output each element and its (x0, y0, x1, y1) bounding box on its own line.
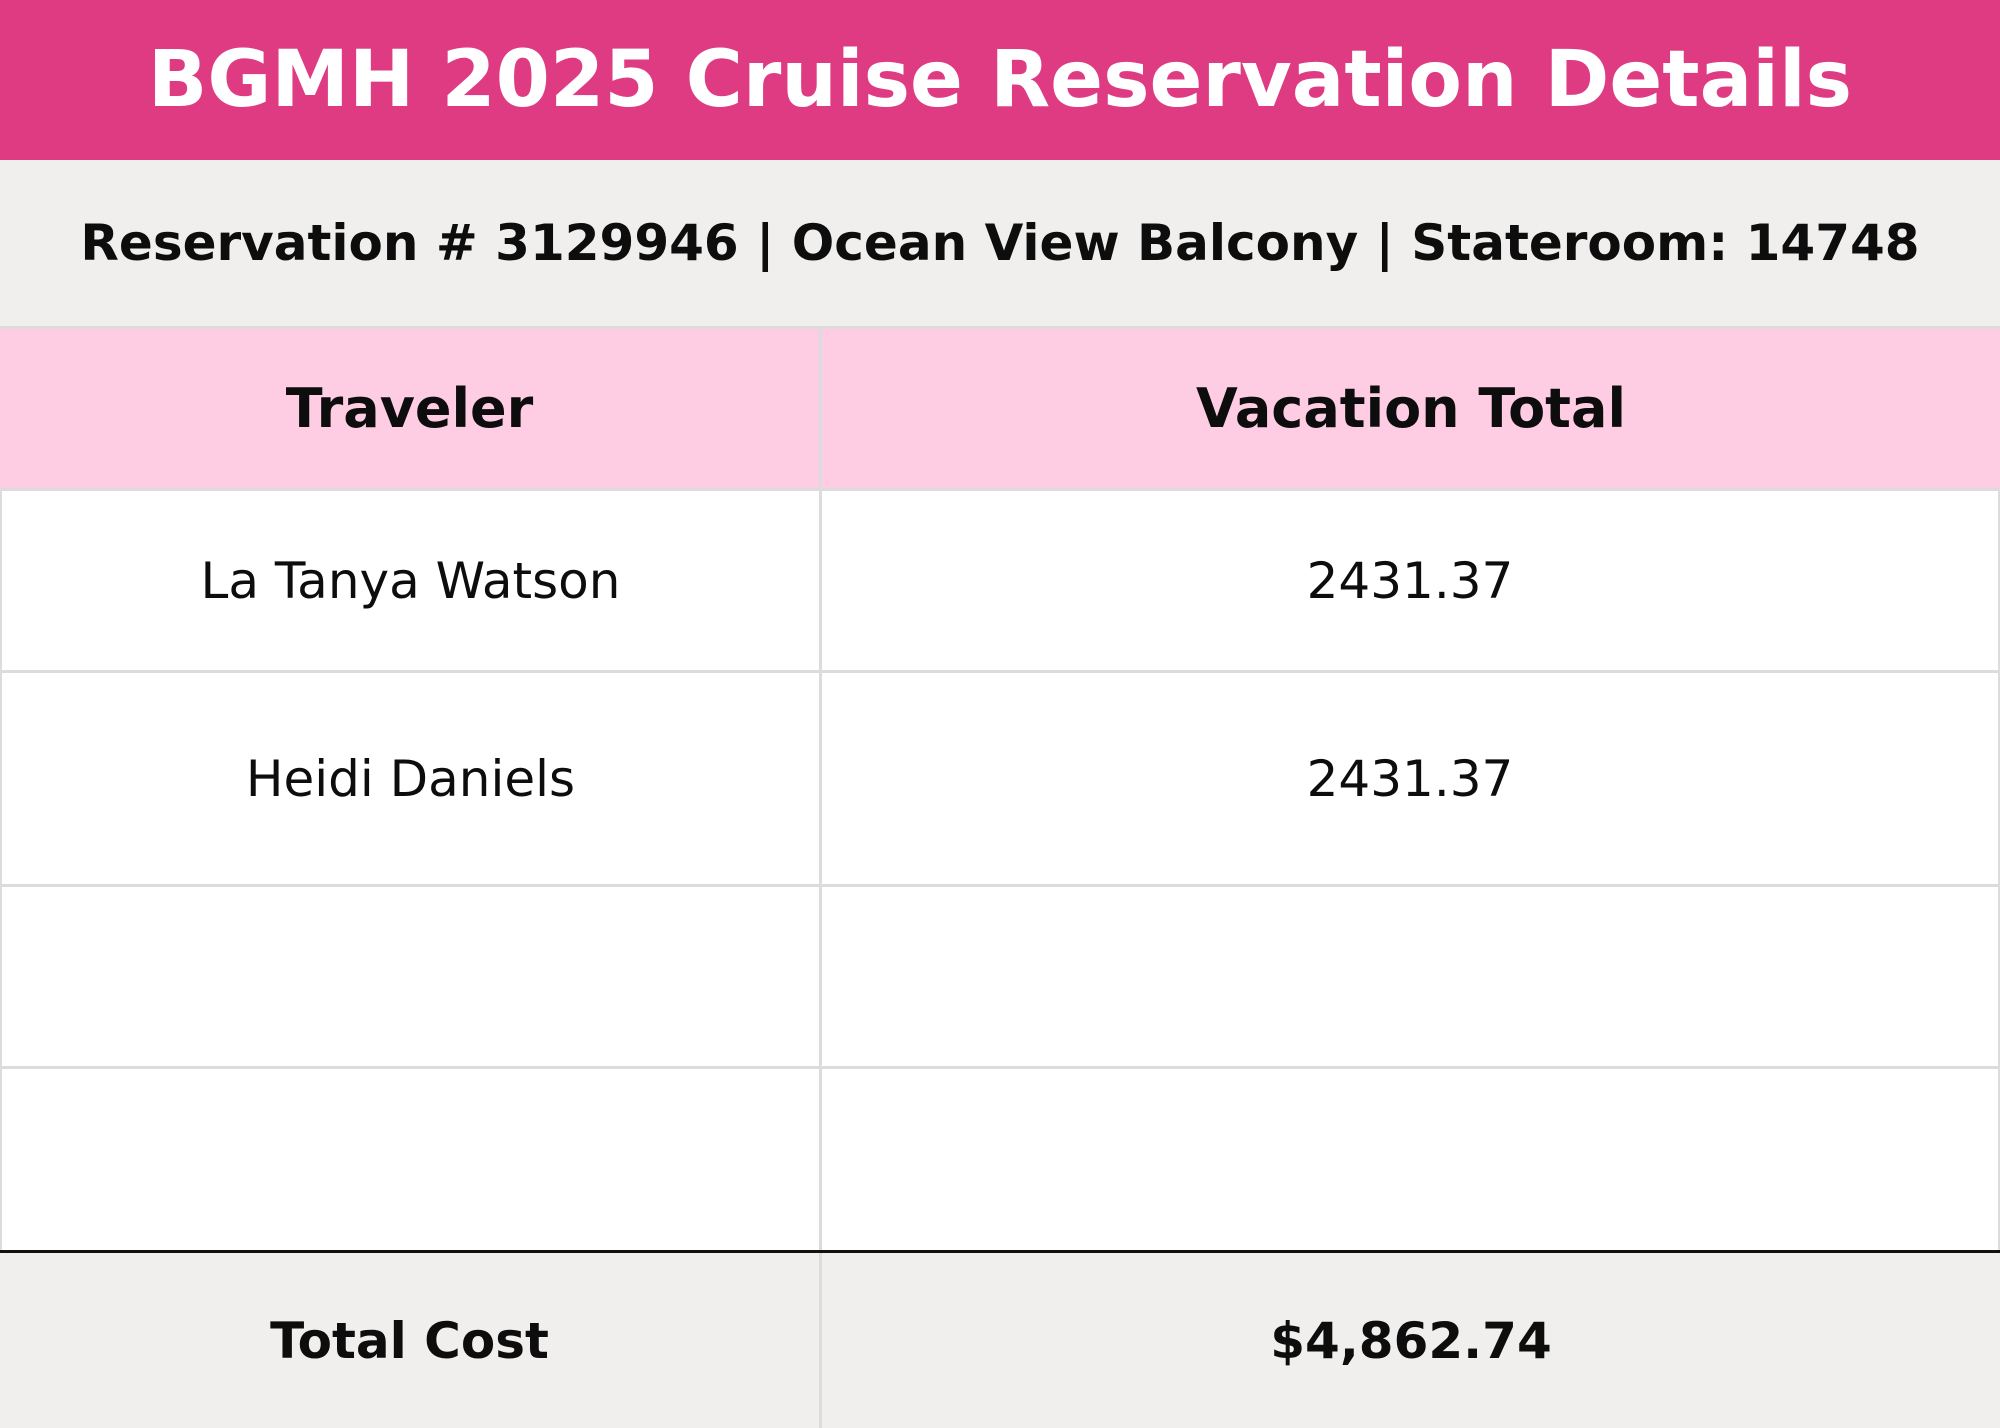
table-row (0, 1066, 2000, 1250)
vacation-total-value (819, 887, 2000, 1066)
total-cost-value: $4,862.74 (819, 1253, 2000, 1428)
document-title: BGMH 2025 Cruise Reservation Details (147, 35, 1853, 125)
reservation-info-banner: Reservation # 3129946 | Ocean View Balco… (0, 160, 2000, 326)
vacation-total-value: 2431.37 (819, 673, 2000, 884)
traveler-name: Heidi Daniels (0, 673, 819, 884)
traveler-cost-table: Traveler Vacation Total La Tanya Watson … (0, 326, 2000, 1428)
table-row: Heidi Daniels 2431.37 (0, 670, 2000, 884)
traveler-name (0, 1069, 819, 1250)
header-traveler: Traveler (285, 377, 534, 440)
title-banner: BGMH 2025 Cruise Reservation Details (0, 0, 2000, 160)
table-row: La Tanya Watson 2431.37 (0, 488, 2000, 670)
traveler-name (0, 887, 819, 1066)
table-total-row: Total Cost $4,862.74 (0, 1250, 2000, 1428)
vacation-total-value (819, 1069, 2000, 1250)
table-row (0, 884, 2000, 1066)
header-vacation-total: Vacation Total (819, 329, 2000, 488)
total-cost-label: Total Cost (270, 1311, 549, 1370)
table-header-row: Traveler Vacation Total (0, 326, 2000, 488)
reservation-info: Reservation # 3129946 | Ocean View Balco… (80, 214, 1920, 272)
traveler-name: La Tanya Watson (0, 491, 819, 670)
vacation-total-value: 2431.37 (819, 491, 2000, 670)
